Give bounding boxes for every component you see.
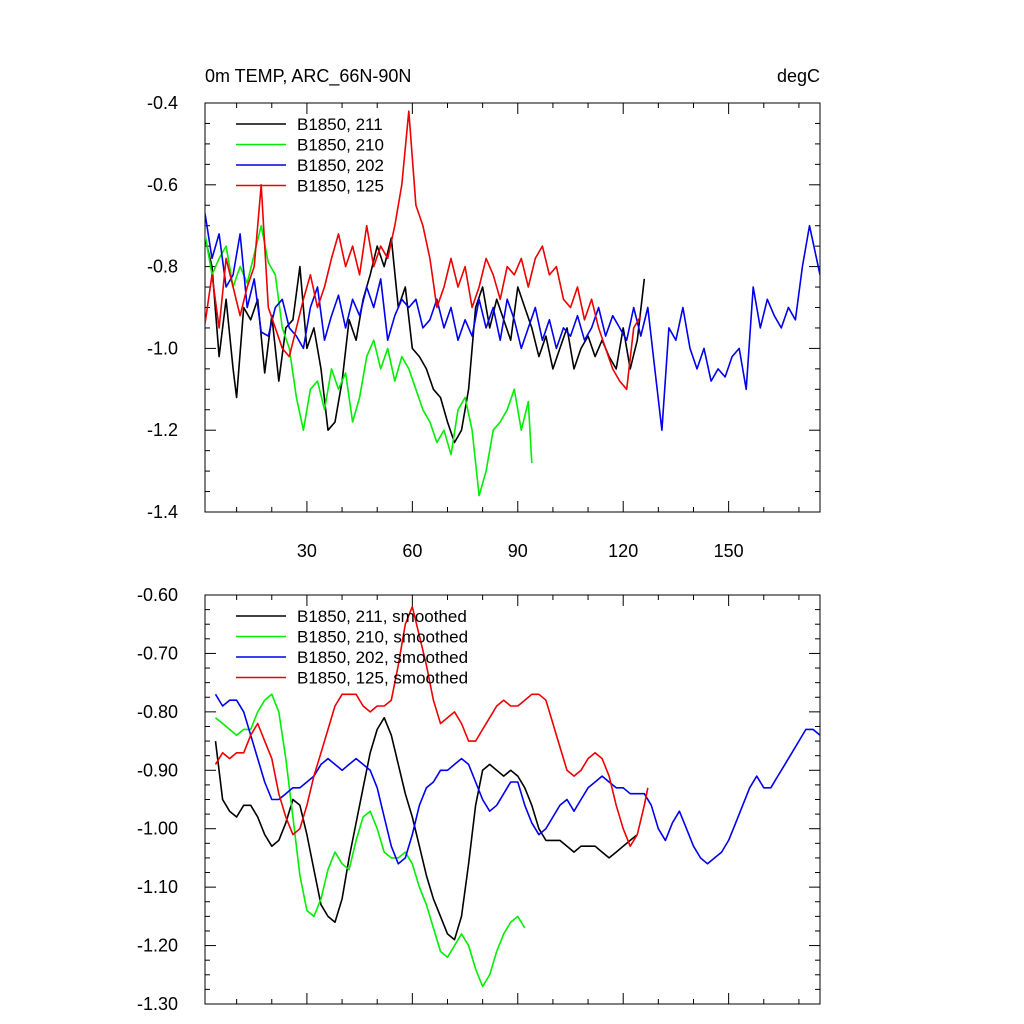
- y-tick-label: -1.20: [137, 936, 178, 956]
- y-tick-label: -1.0: [147, 338, 178, 358]
- legend-label: B1850, 125: [297, 177, 384, 196]
- series-line-3: [214, 693, 820, 865]
- y-tick-label: -0.60: [137, 585, 178, 605]
- series-line-4: [205, 110, 642, 391]
- units-label: degC: [777, 66, 820, 86]
- y-tick-label: -1.30: [137, 994, 178, 1014]
- x-tick-label: 30: [297, 541, 317, 561]
- y-tick-label: -1.4: [147, 502, 178, 522]
- series-line-4: [214, 605, 649, 847]
- series-line-1: [205, 237, 646, 444]
- x-tick-label: 120: [608, 541, 638, 561]
- y-tick-label: -1.10: [137, 877, 178, 897]
- x-tick-label: 150: [714, 541, 744, 561]
- legend-label: B1850, 211, smoothed: [297, 607, 467, 626]
- series-line-1: [214, 716, 638, 941]
- x-tick-label: 90: [508, 541, 528, 561]
- chart-title: 0m TEMP, ARC_66N-90N: [205, 66, 411, 87]
- series-line-2: [214, 693, 526, 988]
- legend-label: B1850, 210: [297, 136, 384, 155]
- x-tick-label: 60: [402, 541, 422, 561]
- legend-label: B1850, 211: [297, 115, 383, 134]
- legend-label: B1850, 202, smoothed: [297, 648, 468, 667]
- y-tick-label: -0.6: [147, 175, 178, 195]
- legend-label: B1850, 125, smoothed: [297, 669, 468, 688]
- y-tick-label: -1.00: [137, 819, 178, 839]
- y-tick-label: -0.90: [137, 760, 178, 780]
- series-line-3: [205, 213, 820, 431]
- y-tick-label: -0.8: [147, 257, 178, 277]
- legend-label: B1850, 202: [297, 156, 384, 175]
- y-tick-label: -0.80: [137, 702, 178, 722]
- panel-top: 0m TEMP, ARC_66N-90N degC -1.4 -1.2 -1.0 -0…: [147, 66, 821, 561]
- legend-label: B1850, 210, smoothed: [297, 628, 468, 647]
- y-tick-label: -0.4: [147, 93, 178, 113]
- y-tick-label: -0.70: [137, 643, 178, 663]
- series-line-2: [205, 224, 533, 497]
- panel-bottom: -1.30 -1.20 -1.10 -1.00 -0.90 -0.80 -0.70 -0.60…: [137, 585, 821, 1014]
- y-tick-label: -1.2: [147, 420, 178, 440]
